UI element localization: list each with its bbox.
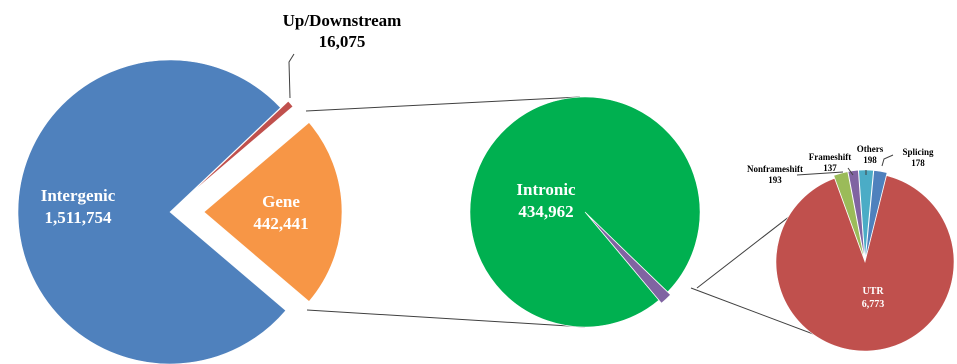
label-gene-name: Gene bbox=[262, 192, 300, 211]
label-gene-value: 442,441 bbox=[253, 214, 308, 233]
leader-nonframeshift bbox=[796, 171, 844, 176]
leader-splicing bbox=[881, 154, 894, 167]
slice-exonic bbox=[587, 214, 671, 304]
label-intronic-name: Intronic bbox=[516, 180, 576, 199]
pie-exonic bbox=[775, 169, 955, 352]
connector-line bbox=[305, 96, 581, 112]
label-nonframeshift-value: 193 bbox=[768, 175, 782, 185]
slice-intronic bbox=[469, 96, 701, 328]
slice-frameshift bbox=[847, 169, 865, 260]
label-others-name: Others bbox=[857, 144, 884, 154]
slice-up-downstream bbox=[187, 100, 294, 197]
slice-splicing bbox=[865, 170, 888, 260]
label-updownstream-value: 16,075 bbox=[319, 32, 366, 51]
label-leader-lines bbox=[288, 53, 894, 176]
label-nonframeshift-name: Nonframeshift bbox=[747, 164, 803, 174]
label-intergenic-value: 1,511,754 bbox=[44, 208, 112, 227]
label-frameshift-value: 137 bbox=[823, 163, 837, 173]
label-updownstream-name: Up/Downstream bbox=[283, 11, 402, 30]
label-intergenic-name: Intergenic bbox=[41, 186, 116, 205]
slice-nonframeshift bbox=[833, 171, 865, 260]
slice-labels: Intergenic 1,511,754 Up/Downstream 16,07… bbox=[41, 11, 934, 310]
leader-frameshift bbox=[847, 167, 854, 176]
pie-gene bbox=[469, 96, 701, 328]
label-utr-value: 6,773 bbox=[862, 299, 885, 310]
slice-utr bbox=[775, 175, 955, 352]
connector-line bbox=[306, 309, 586, 328]
label-frameshift-name: Frameshift bbox=[809, 152, 852, 162]
label-utr-name: UTR bbox=[862, 286, 884, 297]
pie-main bbox=[17, 59, 343, 364]
label-splicing-value: 178 bbox=[911, 158, 925, 168]
leader-updownstream bbox=[288, 53, 295, 99]
label-intronic-value: 434,962 bbox=[518, 202, 573, 221]
label-splicing-name: Splicing bbox=[902, 147, 934, 157]
slice-intergenic bbox=[17, 59, 287, 364]
slice-gene bbox=[203, 122, 343, 302]
label-others-value: 198 bbox=[863, 155, 877, 165]
